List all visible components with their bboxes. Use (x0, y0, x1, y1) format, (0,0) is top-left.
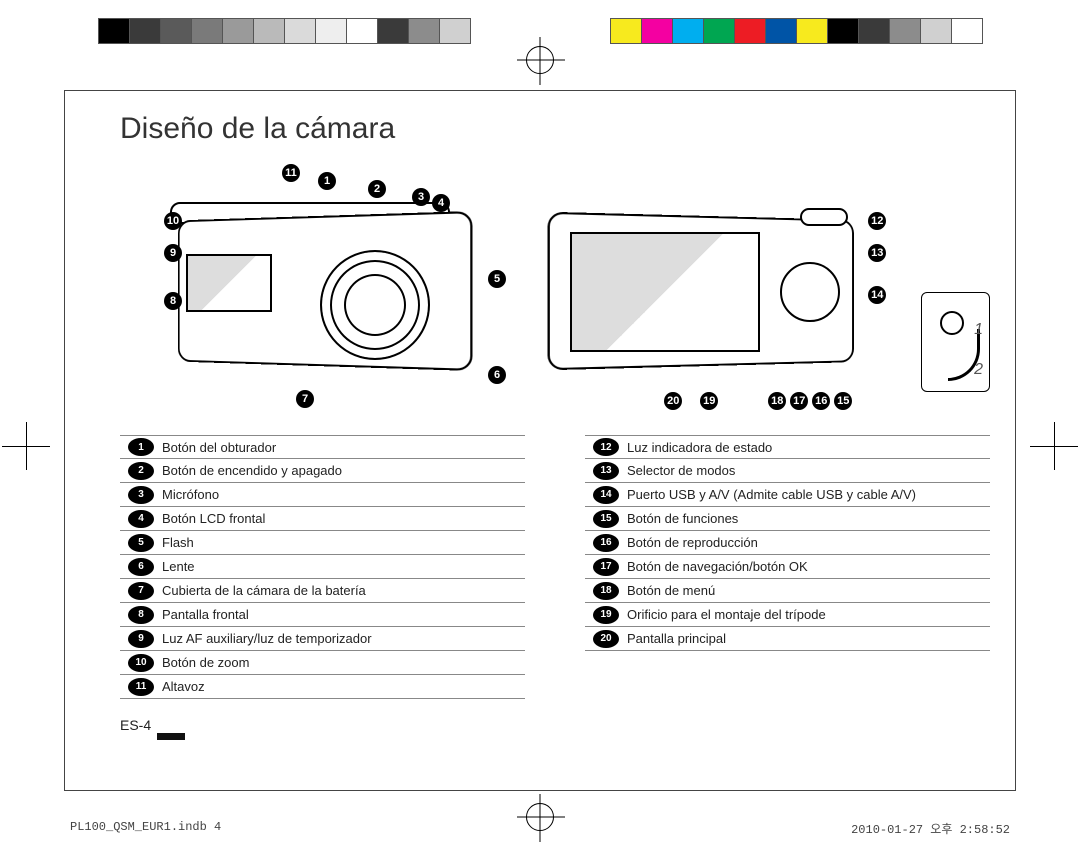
legend-label: Lente (162, 559, 195, 574)
legend-row-15: 15 Botón de funciones (585, 507, 990, 531)
legend-row-14: 14 Puerto USB y A/V (Admite cable USB y c… (585, 483, 990, 507)
legend-num: 6 (128, 558, 154, 576)
legend-row-7: 7 Cubierta de la cámara de la batería (120, 579, 525, 603)
legend-label: Selector de modos (627, 463, 735, 478)
legend-label: Botón de funciones (627, 511, 738, 526)
legend-num: 8 (128, 606, 154, 624)
legend-label: Botón de reproducción (627, 535, 758, 550)
legend-num: 4 (128, 510, 154, 528)
legend-row-16: 16 Botón de reproducción (585, 531, 990, 555)
callout-2: 2 (368, 180, 386, 198)
legend-num: 13 (593, 462, 619, 480)
legend-row-6: 6 Lente (120, 555, 525, 579)
crop-mark-left (6, 426, 46, 466)
legend-label: Botón de menú (627, 583, 715, 598)
legend-num: 10 (128, 654, 154, 672)
legend-row-11: 11 Altavoz (120, 675, 525, 699)
legend-row-9: 9 Luz AF auxiliary/luz de temporizador (120, 627, 525, 651)
legend-num: 12 (593, 438, 619, 456)
legend-label: Botón de navegación/botón OK (627, 559, 808, 574)
legend-label: Orificio para el montaje del trípode (627, 607, 826, 622)
legend-num: 14 (593, 486, 619, 504)
callout-17: 17 (790, 392, 808, 410)
legend-row-3: 3 Micrófono (120, 483, 525, 507)
page-number: ES-4 (120, 717, 990, 740)
callout-5: 5 (488, 270, 506, 288)
legend-num: 3 (128, 486, 154, 504)
camera-diagrams: 1112341098567 121314201918171615 1 2 (120, 162, 990, 417)
legend-num: 7 (128, 582, 154, 600)
legend-num: 2 (128, 462, 154, 480)
print-timestamp: 2010-01-27 오후 2:58:52 (851, 820, 1010, 837)
callout-12: 12 (868, 212, 886, 230)
page-title: Diseño de la cámara (120, 112, 990, 146)
legend-label: Altavoz (162, 679, 205, 694)
legend-num: 19 (593, 606, 619, 624)
legend-row-12: 12 Luz indicadora de estado (585, 435, 990, 459)
strap-detail-figure: 1 2 (921, 292, 990, 392)
legend-label: Puerto USB y A/V (Admite cable USB y cab… (627, 487, 916, 502)
legend-num: 17 (593, 558, 619, 576)
legend-row-8: 8 Pantalla frontal (120, 603, 525, 627)
registration-mark-top (526, 46, 554, 74)
callout-18: 18 (768, 392, 786, 410)
legend-num: 15 (593, 510, 619, 528)
legend-row-20: 20 Pantalla principal (585, 627, 990, 651)
legend-num: 16 (593, 534, 619, 552)
callout-20: 20 (664, 392, 682, 410)
callout-9: 9 (164, 244, 182, 262)
callout-13: 13 (868, 244, 886, 262)
legend-num: 20 (593, 630, 619, 648)
strap-step-2: 2 (974, 361, 983, 379)
legend-num: 9 (128, 630, 154, 648)
legend-column-right: 12 Luz indicadora de estado 13 Selector de … (585, 435, 990, 699)
callout-4: 4 (432, 194, 450, 212)
legend-label: Pantalla frontal (162, 607, 249, 622)
callout-14: 14 (868, 286, 886, 304)
callout-19: 19 (700, 392, 718, 410)
legend-label: Flash (162, 535, 194, 550)
legend-row-18: 18 Botón de menú (585, 579, 990, 603)
callout-10: 10 (164, 212, 182, 230)
camera-back-figure: 12 13 14 20 19 18171615 (540, 162, 893, 417)
legend-label: Pantalla principal (627, 631, 726, 646)
legend-num: 1 (128, 438, 154, 456)
legend-label: Cubierta de la cámara de la batería (162, 583, 366, 598)
legend-label: Luz indicadora de estado (627, 440, 772, 455)
legend-column-left: 1 Botón del obturador 2 Botón de encendido … (120, 435, 525, 699)
legend-label: Botón de zoom (162, 655, 249, 670)
parts-legend: 1 Botón del obturador 2 Botón de encendido … (120, 429, 990, 699)
legend-num: 11 (128, 678, 154, 696)
legend-label: Botón del obturador (162, 440, 276, 455)
source-file: PL100_QSM_EUR1.indb 4 (70, 820, 221, 837)
callout-15: 15 (834, 392, 852, 410)
legend-label: Luz AF auxiliary/luz de temporizador (162, 631, 372, 646)
callout-11: 11 (282, 164, 300, 182)
legend-row-2: 2 Botón de encendido y apagado (120, 459, 525, 483)
callout-1: 1 (318, 172, 336, 190)
legend-row-10: 10 Botón de zoom (120, 651, 525, 675)
legend-row-19: 19 Orificio para el montaje del trípode (585, 603, 990, 627)
print-metadata: PL100_QSM_EUR1.indb 4 2010-01-27 오후 2:58… (70, 820, 1010, 837)
legend-row-13: 13 Selector de modos (585, 459, 990, 483)
callout-6: 6 (488, 366, 506, 384)
legend-row-1: 1 Botón del obturador (120, 435, 525, 459)
legend-num: 18 (593, 582, 619, 600)
strap-step-1: 1 (974, 321, 983, 339)
camera-front-figure: 1112341098567 (120, 162, 512, 417)
legend-label: Botón de encendido y apagado (162, 463, 342, 478)
legend-row-5: 5 Flash (120, 531, 525, 555)
callout-16: 16 (812, 392, 830, 410)
legend-label: Botón LCD frontal (162, 511, 265, 526)
legend-row-17: 17 Botón de navegación/botón OK (585, 555, 990, 579)
legend-label: Micrófono (162, 487, 219, 502)
callout-8: 8 (164, 292, 182, 310)
callout-7: 7 (296, 390, 314, 408)
legend-num: 5 (128, 534, 154, 552)
legend-row-4: 4 Botón LCD frontal (120, 507, 525, 531)
callout-3: 3 (412, 188, 430, 206)
crop-mark-right (1034, 426, 1074, 466)
